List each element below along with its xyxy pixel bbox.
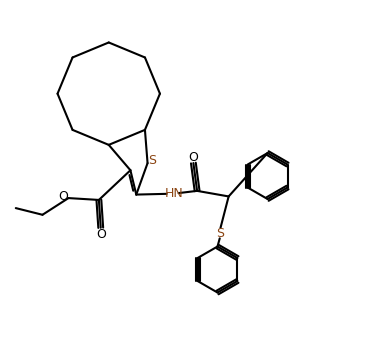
Text: HN: HN [165,187,184,200]
Text: S: S [216,227,224,240]
Text: S: S [148,154,156,167]
Text: O: O [96,228,106,241]
Text: O: O [188,151,198,164]
Text: O: O [58,190,68,203]
